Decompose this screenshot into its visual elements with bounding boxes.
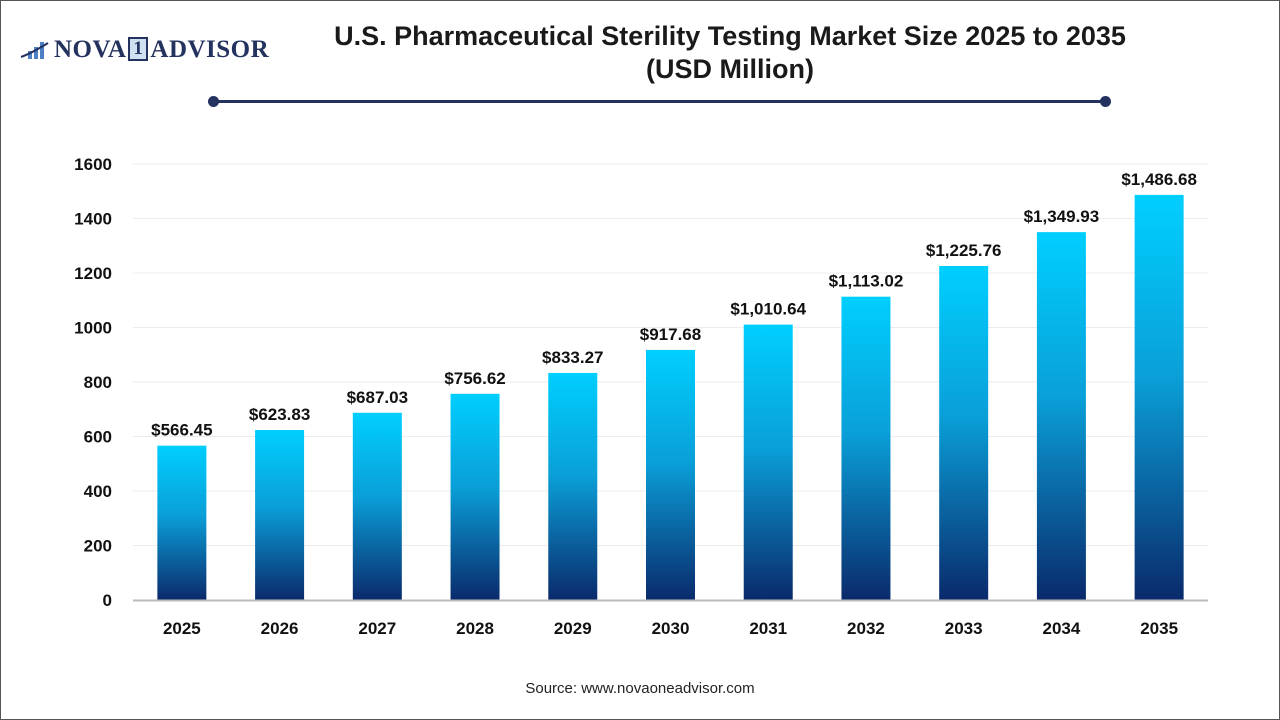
x-tick-label: 2033 [945,619,983,638]
bar-2029 [548,372,598,600]
bar-2027 [352,412,402,600]
data-label: $917.68 [640,325,701,344]
data-label: $687.03 [347,388,408,407]
source-note: Source: www.novaoneadvisor.com [525,680,755,697]
x-tick-label: 2030 [652,619,690,638]
y-tick-label: 0 [103,591,112,610]
y-tick-label: 400 [84,482,112,501]
data-label: $1,225.76 [926,241,1002,260]
y-tick-label: 1000 [74,319,112,338]
data-label: $833.27 [542,348,603,367]
x-tick-label: 2032 [847,619,885,638]
title-line-1: U.S. Pharmaceutical Sterility Testing Ma… [334,21,1126,51]
title-divider [213,100,1106,103]
nova-advisor-logo: NOVA 1 ADVISOR [20,36,269,64]
bar-chart-logo-icon [20,42,49,59]
x-tick-label: 2028 [456,619,494,638]
title-line-2: (USD Million) [646,54,814,84]
chart-title: U.S. Pharmaceutical Sterility Testing Ma… [220,20,1240,86]
x-tick-label: 2027 [358,619,396,638]
y-tick-label: 200 [84,537,112,556]
x-tick-label: 2034 [1042,619,1080,638]
x-tick-label: 2029 [554,619,592,638]
x-tick-label: 2031 [749,619,787,638]
y-tick-label: 800 [84,373,112,392]
bar-2026 [255,430,305,600]
y-tick-label: 1600 [74,155,112,174]
data-label: $1,113.02 [829,272,904,291]
bar-2034 [1036,232,1086,600]
data-label: $566.45 [151,421,212,440]
x-tick-label: 2025 [163,619,201,638]
data-label: $756.62 [444,369,505,388]
data-label: $1,010.64 [730,300,806,319]
logo-text: NOVA 1 ADVISOR [54,36,270,63]
bar-2032 [841,296,891,600]
bar-2030 [646,349,695,600]
bar-2031 [743,324,793,600]
y-tick-label: 600 [84,428,112,447]
divider-dot-left [208,96,219,107]
bar-2028 [450,393,500,600]
x-tick-label: 2035 [1140,619,1178,638]
data-label: $1,349.93 [1024,207,1100,226]
divider-dot-right [1100,96,1111,107]
bar-2025 [157,445,207,600]
data-label: $623.83 [249,405,310,424]
bar-2033 [939,265,989,600]
data-label: $1,486.68 [1121,170,1197,189]
y-tick-label: 1400 [74,210,112,229]
x-tick-label: 2026 [261,619,299,638]
bar-2035 [1134,194,1184,600]
y-tick-label: 1200 [74,264,112,283]
